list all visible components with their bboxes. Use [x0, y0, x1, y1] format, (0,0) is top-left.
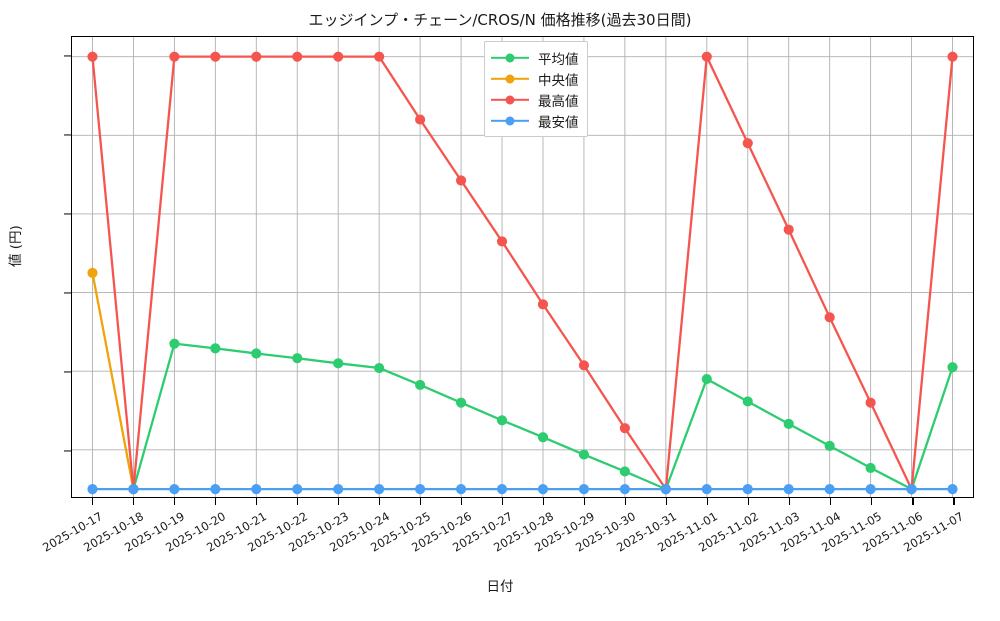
x-tick-mark: [501, 498, 504, 505]
x-tick-mark: [748, 498, 750, 505]
x-tick-label: 2025-11-05: [819, 509, 885, 555]
x-tick-label: 2025-10-19: [121, 509, 187, 555]
x-tick-mark: [337, 498, 339, 505]
legend-swatch-icon: [491, 72, 529, 86]
x-tick-mark: [173, 498, 175, 505]
legend-swatch-icon: [491, 114, 529, 128]
x-tick-mark: [707, 498, 709, 505]
x-tick-mark: [132, 498, 134, 505]
x-tick-mark: [953, 498, 955, 505]
legend-label: 最安値: [538, 114, 579, 131]
y-tick-mark: [64, 55, 71, 57]
chart-gridlines: [72, 37, 973, 497]
legend-swatch-icon: [491, 51, 529, 65]
x-tick-label: 2025-11-06: [860, 509, 926, 555]
x-tick-mark: [91, 498, 93, 505]
chart-figure: エッジインプ・チェーン/CROS/N 価格推移(過去30日間) 60801001…: [8, 11, 974, 595]
x-tick-label: 2025-10-28: [491, 509, 557, 555]
legend-item-3[interactable]: 最安値: [491, 110, 579, 131]
x-tick-label: 2025-10-29: [532, 509, 598, 555]
x-tick-label: 2025-10-25: [367, 509, 433, 555]
legend-item-2[interactable]: 最高値: [491, 89, 579, 110]
x-tick-label: 2025-11-03: [737, 509, 803, 555]
x-tick-mark: [584, 498, 586, 505]
legend-label: 平均値: [538, 51, 579, 68]
x-tick-mark: [378, 498, 380, 505]
y-tick-mark: [64, 213, 71, 215]
x-tick-mark: [789, 498, 791, 505]
x-tick-label: 2025-11-02: [696, 509, 762, 555]
x-tick-label: 2025-11-07: [901, 509, 967, 555]
x-tick-label: 2025-10-20: [162, 509, 228, 555]
x-tick-label: 2025-11-01: [655, 509, 721, 555]
x-tick-mark: [830, 498, 832, 505]
chart-legend: 平均値中央値最高値最安値: [484, 41, 588, 137]
legend-swatch-icon: [491, 93, 529, 107]
x-tick-label: 2025-10-17: [39, 509, 105, 555]
x-axis-label: 日付: [486, 579, 514, 595]
x-tick-label: 2025-10-18: [80, 509, 146, 555]
y-tick-mark: [64, 371, 71, 373]
x-tick-label: 2025-10-30: [573, 509, 639, 555]
x-tick-mark: [419, 498, 421, 505]
series-0: [128, 338, 958, 495]
x-tick-mark: [543, 498, 545, 505]
x-tick-mark: [255, 498, 257, 505]
legend-label: 中央値: [538, 72, 579, 89]
x-tick-mark: [666, 498, 668, 505]
x-tick-label: 2025-10-26: [409, 509, 474, 555]
x-tick-mark: [460, 498, 463, 505]
x-tick-label: 2025-10-21: [203, 509, 269, 555]
y-axis-label: 値 (円): [8, 225, 24, 267]
chart-title: エッジインプ・チェーン/CROS/N 価格推移(過去30日間): [308, 11, 692, 29]
legend-item-0[interactable]: 平均値: [491, 47, 579, 68]
legend-label: 最高値: [538, 93, 579, 110]
x-tick-mark: [214, 498, 216, 505]
x-tick-mark: [871, 498, 873, 505]
legend-item-1[interactable]: 中央値: [491, 68, 579, 89]
y-tick-mark: [64, 292, 71, 294]
x-tick-mark: [912, 498, 914, 505]
y-tick-mark: [64, 134, 71, 136]
x-tick-mark: [625, 498, 627, 505]
x-tick-label: 2025-10-27: [450, 509, 515, 555]
x-tick-label: 2025-10-23: [285, 509, 351, 555]
x-tick-label: 2025-10-22: [244, 509, 310, 555]
series-3: [87, 484, 958, 495]
x-tick-label: 2025-11-04: [778, 509, 844, 555]
x-tick-label: 2025-10-31: [614, 509, 680, 555]
chart-series-layer: [87, 51, 958, 495]
x-tick-label: 2025-10-24: [326, 509, 392, 555]
x-tick-mark: [296, 498, 298, 505]
y-tick-mark: [64, 450, 71, 452]
